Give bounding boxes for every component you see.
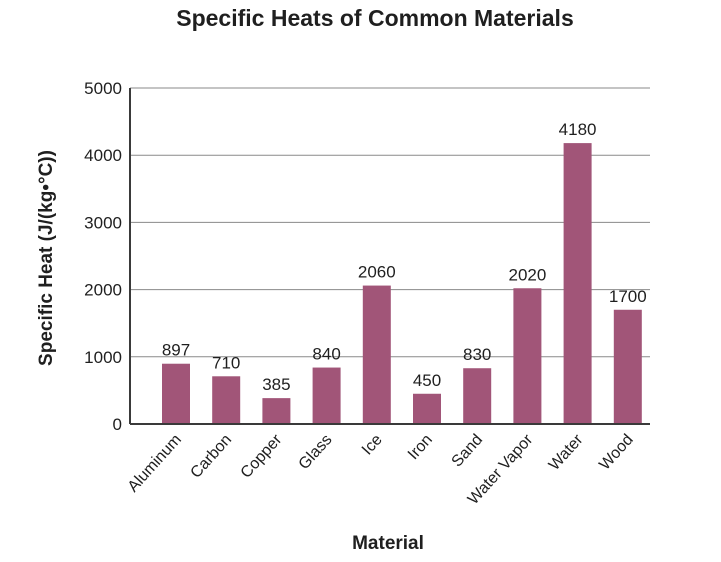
- category-label: Carbon: [187, 431, 235, 481]
- y-tick-label: 1000: [84, 348, 122, 367]
- bar-ice: [362, 285, 391, 424]
- bar-water: [563, 143, 592, 424]
- y-ticks: 0 1000 2000 3000 4000 5000: [84, 79, 122, 434]
- y-tick-label: 4000: [84, 146, 122, 165]
- category-label: Copper: [238, 431, 286, 482]
- category-label: Sand: [449, 431, 487, 470]
- category-label: Aluminum: [125, 431, 185, 495]
- data-label: 385: [262, 375, 290, 394]
- chart-title: Specific Heats of Common Materials: [176, 5, 574, 31]
- bar-wood: [613, 309, 642, 424]
- bar-glass: [312, 367, 341, 424]
- category-label: Iron: [405, 431, 436, 463]
- bars: [162, 143, 642, 424]
- data-label: 4180: [559, 120, 597, 139]
- bar-sand: [463, 368, 492, 424]
- data-label: 710: [212, 353, 240, 372]
- y-tick-label: 2000: [84, 281, 122, 300]
- bar-carbon: [212, 376, 241, 424]
- data-label: 840: [312, 345, 340, 364]
- data-label: 450: [413, 371, 441, 390]
- y-axis-label: Specific Heat (J/(kg•°C)): [36, 150, 57, 366]
- bar-water-vapor: [513, 288, 542, 424]
- gridlines: [130, 87, 650, 358]
- data-label: 830: [463, 345, 491, 364]
- value-labels: 897 710 385 840 2060 450 830 2020 4180 1700: [162, 120, 647, 394]
- data-label: 897: [162, 341, 190, 360]
- y-tick-label: 3000: [84, 213, 122, 232]
- category-label: Water: [546, 431, 587, 474]
- data-label: 2060: [358, 263, 396, 282]
- axes: [129, 88, 650, 425]
- y-tick-label: 5000: [84, 79, 122, 98]
- bar-iron: [413, 393, 441, 424]
- x-axis-label: Material: [352, 533, 424, 554]
- data-label: 2020: [508, 265, 546, 284]
- data-label: 1700: [609, 287, 647, 306]
- category-label: Ice: [359, 431, 386, 458]
- y-tick-label: 0: [113, 415, 122, 434]
- bar-aluminum: [162, 363, 190, 424]
- category-label: Wood: [596, 431, 636, 473]
- category-label: Glass: [296, 431, 336, 473]
- category-labels: Aluminum Carbon Copper Glass Ice Iron Sand Wate…: [125, 431, 637, 508]
- bar-copper: [262, 398, 291, 424]
